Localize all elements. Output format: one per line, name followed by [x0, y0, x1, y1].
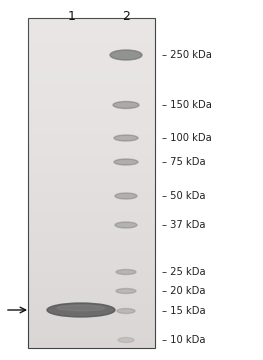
Text: – 37 kDa: – 37 kDa	[162, 220, 205, 230]
Ellipse shape	[113, 102, 139, 108]
Text: – 20 kDa: – 20 kDa	[162, 286, 205, 296]
Ellipse shape	[116, 288, 136, 293]
Text: 1: 1	[68, 10, 76, 23]
Ellipse shape	[115, 222, 137, 228]
Text: – 50 kDa: – 50 kDa	[162, 191, 205, 201]
Text: – 10 kDa: – 10 kDa	[162, 335, 205, 345]
Text: – 250 kDa: – 250 kDa	[162, 50, 212, 60]
Ellipse shape	[118, 338, 134, 342]
Ellipse shape	[114, 159, 138, 165]
Text: – 75 kDa: – 75 kDa	[162, 157, 206, 167]
Ellipse shape	[57, 305, 105, 311]
Ellipse shape	[110, 50, 142, 60]
Text: – 25 kDa: – 25 kDa	[162, 267, 206, 277]
Ellipse shape	[117, 309, 135, 314]
Ellipse shape	[47, 303, 115, 317]
Text: 2: 2	[122, 10, 130, 23]
Text: – 15 kDa: – 15 kDa	[162, 306, 206, 316]
Ellipse shape	[115, 193, 137, 199]
Text: – 150 kDa: – 150 kDa	[162, 100, 212, 110]
Ellipse shape	[116, 270, 136, 274]
Bar	[28, 18, 155, 348]
Text: – 100 kDa: – 100 kDa	[162, 133, 212, 143]
Ellipse shape	[114, 135, 138, 141]
